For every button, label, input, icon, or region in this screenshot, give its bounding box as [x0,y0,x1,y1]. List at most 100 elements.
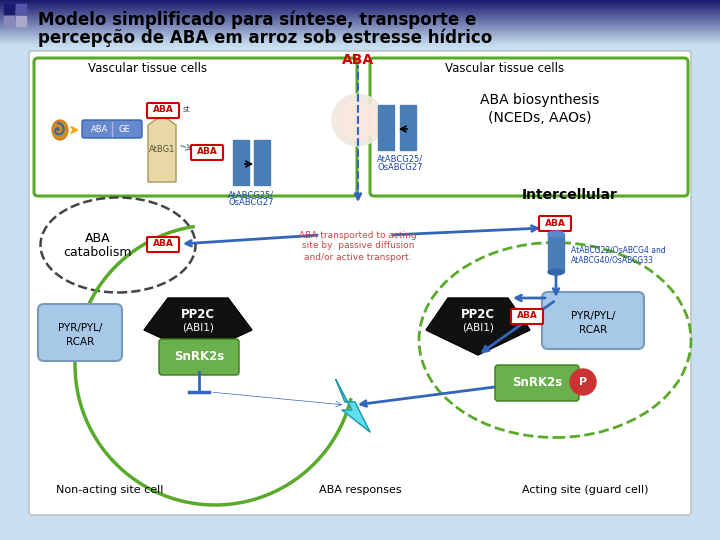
Bar [0,40,720,41]
Text: Vascular tissue cells: Vascular tissue cells [88,62,207,75]
Bar [16,16,26,26]
Text: AtBG1: AtBG1 [149,145,175,154]
Text: AtABCG40/OsABCG33: AtABCG40/OsABCG33 [571,255,654,265]
Bar [0,29,720,30]
Bar [0,1,720,2]
Text: PP2C: PP2C [181,307,215,321]
Bar [0,26,720,27]
Bar [0,23,720,24]
Bar [0,2,720,3]
Bar [0,32,720,33]
Text: ABA biosynthesis: ABA biosynthesis [480,93,600,107]
Text: SnRK2s: SnRK2s [512,376,562,389]
Bar [0,25,720,26]
Bar [0,33,720,34]
Text: and/or active transport.: and/or active transport. [305,253,412,261]
Text: RCAR: RCAR [66,337,94,347]
Bar [0,12,720,13]
Bar [0,6,720,7]
Bar [548,234,564,272]
Text: ABA: ABA [197,147,217,157]
Bar [0,10,720,11]
FancyBboxPatch shape [147,103,179,118]
Bar [0,34,720,35]
FancyBboxPatch shape [159,339,239,375]
Bar [0,19,720,20]
Bar [378,105,394,150]
Text: (ABI1): (ABI1) [182,322,214,332]
Polygon shape [144,298,252,355]
Bar [0,16,720,17]
Bar [0,39,720,40]
Text: RCAR: RCAR [579,325,607,335]
Text: Acting site (guard cell): Acting site (guard cell) [522,485,648,495]
Polygon shape [426,298,530,355]
Text: PP2C: PP2C [461,307,495,321]
Ellipse shape [339,101,377,139]
Bar [0,18,720,19]
FancyBboxPatch shape [495,365,579,401]
Ellipse shape [548,231,564,237]
Text: ABA: ABA [516,312,537,321]
Bar [0,5,720,6]
Polygon shape [148,115,176,182]
Ellipse shape [52,120,68,140]
Polygon shape [336,380,370,432]
Text: PYR/PYL/: PYR/PYL/ [58,323,102,333]
Text: st: st [183,105,191,114]
FancyBboxPatch shape [29,51,691,515]
Bar [400,105,416,150]
Bar [0,0,720,1]
Bar [0,9,720,10]
Bar [0,14,720,15]
Text: ABA: ABA [91,125,109,133]
Text: ABA: ABA [153,105,174,114]
Text: ABA: ABA [342,53,374,67]
Bar [0,3,720,4]
Text: (NCEDs, AAOs): (NCEDs, AAOs) [488,111,592,125]
FancyBboxPatch shape [147,237,179,252]
Text: ABA: ABA [153,240,174,248]
Text: PYR/PYL/: PYR/PYL/ [571,311,615,321]
Text: AtABCG25/: AtABCG25/ [228,190,274,199]
Bar [0,38,720,39]
Circle shape [570,369,596,395]
FancyBboxPatch shape [542,292,644,349]
Text: OsABCG27: OsABCG27 [377,163,423,172]
Bar [0,7,720,8]
Text: SnRK2s: SnRK2s [174,350,224,363]
Bar [0,36,720,37]
Text: AtABCG22/OsABCG4 and: AtABCG22/OsABCG4 and [571,246,666,254]
FancyBboxPatch shape [82,120,142,138]
Text: P: P [579,377,587,387]
Text: site by  passive diffusion: site by passive diffusion [302,241,414,251]
Bar [4,4,14,14]
Text: ABA: ABA [85,232,111,245]
Text: ABA: ABA [544,219,565,227]
Text: Modelo simplificado para síntese, transporte e: Modelo simplificado para síntese, transp… [38,11,477,29]
Text: ABA transported to acting: ABA transported to acting [300,231,417,240]
Bar [233,140,249,185]
Bar [0,8,720,9]
Bar [4,16,14,26]
Bar [16,4,26,14]
FancyBboxPatch shape [38,304,122,361]
Bar [0,41,720,42]
Text: OsABCG27: OsABCG27 [228,198,274,207]
FancyBboxPatch shape [539,216,571,231]
Bar [0,30,720,31]
Bar [0,28,720,29]
Text: Intercellular: Intercellular [522,188,618,202]
Ellipse shape [332,94,384,146]
Text: ABA responses: ABA responses [319,485,401,495]
Text: catabolism: catabolism [64,246,132,259]
FancyBboxPatch shape [511,309,543,324]
Text: GE: GE [118,125,130,133]
Bar [0,24,720,25]
Text: (ABI1): (ABI1) [462,322,494,332]
Bar [0,43,720,44]
Bar [0,31,720,32]
Bar [0,20,720,21]
FancyBboxPatch shape [191,145,223,160]
Text: Non-acting site cell: Non-acting site cell [56,485,163,495]
